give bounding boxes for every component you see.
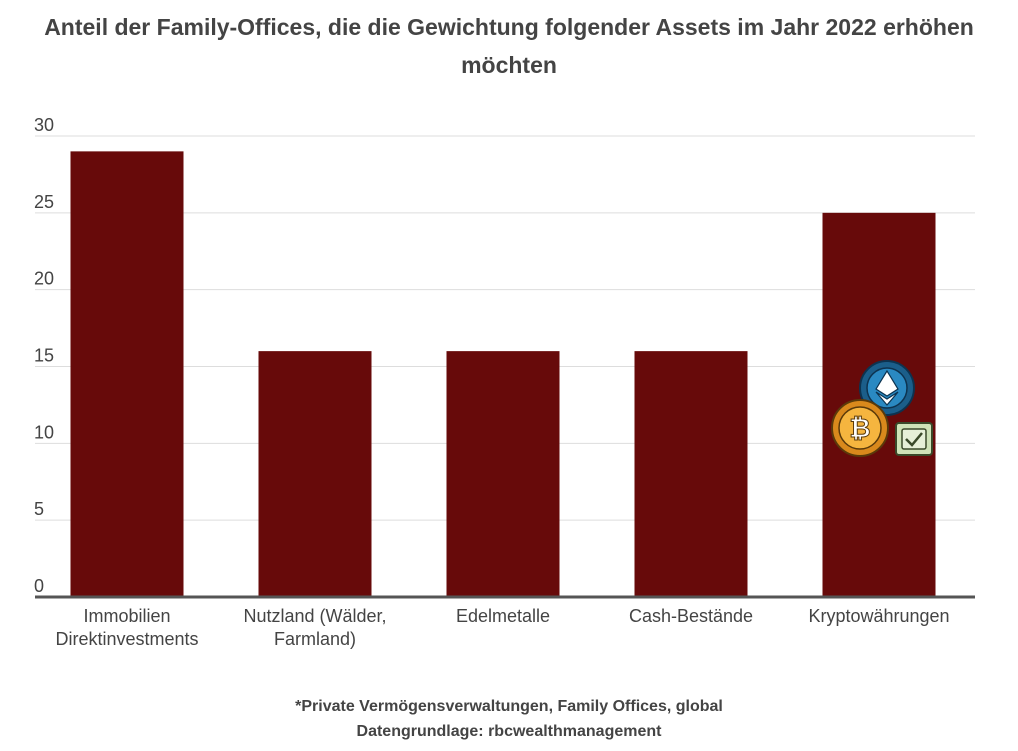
- x-axis-labels: Immobilien Direktinvestments Nutzland (Wäl…: [55, 606, 949, 649]
- crypto-coins-icon: ₿: [831, 360, 933, 457]
- bar: [258, 351, 372, 597]
- y-tick-label: 25: [34, 192, 54, 212]
- footer-note: *Private Vermögensverwaltungen, Family O…: [295, 698, 723, 715]
- bar: [446, 351, 560, 597]
- x-tick-label: Nutzland (Wälder, Farmland): [243, 606, 386, 649]
- x-tick-label: Immobilien Direktinvestments: [55, 606, 198, 649]
- y-tick-label: 10: [34, 422, 54, 442]
- y-tick-label: 0: [34, 576, 44, 596]
- y-tick-label: 15: [34, 346, 54, 366]
- bar: [70, 151, 184, 597]
- footer-source: Datengrundlage: rbcwealthmanagement: [356, 723, 662, 740]
- bars: [70, 151, 936, 598]
- x-tick-label: Cash-Bestände: [629, 606, 753, 626]
- bar: [634, 351, 748, 597]
- y-tick-label: 5: [34, 499, 44, 519]
- chart-title: Anteil der Family-Offices, die die Gewic…: [44, 14, 974, 78]
- svg-text:₿: ₿: [849, 414, 870, 444]
- x-tick-label: Kryptowährungen: [808, 606, 949, 626]
- y-tick-label: 30: [34, 115, 54, 135]
- y-axis-ticks: 0 5 10 15 20 25 30: [34, 115, 54, 596]
- x-tick-label: Edelmetalle: [456, 606, 550, 626]
- y-tick-label: 20: [34, 269, 54, 289]
